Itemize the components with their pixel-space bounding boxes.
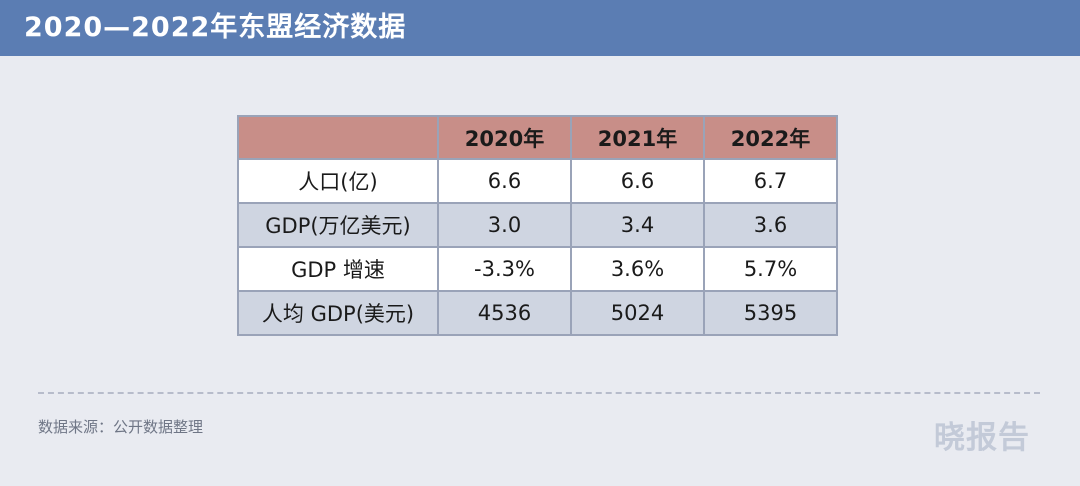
- title-bar: 2020—2022年东盟经济数据: [0, 0, 1080, 56]
- table-row-population: 人口(亿) 6.6 6.6 6.7: [237, 158, 838, 204]
- table-cell: 3.6%: [570, 246, 705, 292]
- table-header-row: 2020年 2021年 2022年: [237, 115, 838, 160]
- table-cell: 3.4: [570, 202, 705, 248]
- table-cell: 4536: [437, 290, 572, 336]
- table-row-gdp-per-capita: 人均 GDP(美元) 4536 5024 5395: [237, 290, 838, 336]
- footer-divider: [38, 392, 1040, 394]
- brand-logo: 晓报告: [934, 420, 1030, 456]
- header-cell-2021: 2021年: [570, 115, 705, 160]
- table-cell: 6.6: [570, 158, 705, 204]
- row-label: GDP 增速: [237, 246, 439, 292]
- table-cell: 5024: [570, 290, 705, 336]
- table-row-gdp-growth: GDP 增速 -3.3% 3.6% 5.7%: [237, 246, 838, 292]
- row-label: GDP(万亿美元): [237, 202, 439, 248]
- source-note: 数据来源：公开数据整理: [38, 418, 204, 436]
- header-cell-2020: 2020年: [437, 115, 572, 160]
- table-cell: -3.3%: [437, 246, 572, 292]
- header-cell-corner: [237, 115, 439, 160]
- table-row-gdp: GDP(万亿美元) 3.0 3.4 3.6: [237, 202, 838, 248]
- table-cell: 6.7: [703, 158, 838, 204]
- table-cell: 6.6: [437, 158, 572, 204]
- table-cell: 3.0: [437, 202, 572, 248]
- row-label: 人口(亿): [237, 158, 439, 204]
- table-cell: 5395: [703, 290, 838, 336]
- page-title: 2020—2022年东盟经济数据: [24, 12, 407, 43]
- table-cell: 3.6: [703, 202, 838, 248]
- row-label: 人均 GDP(美元): [237, 290, 439, 336]
- header-cell-2022: 2022年: [703, 115, 838, 160]
- data-table: 2020年 2021年 2022年 人口(亿) 6.6 6.6 6.7 GDP(…: [237, 115, 838, 336]
- table-cell: 5.7%: [703, 246, 838, 292]
